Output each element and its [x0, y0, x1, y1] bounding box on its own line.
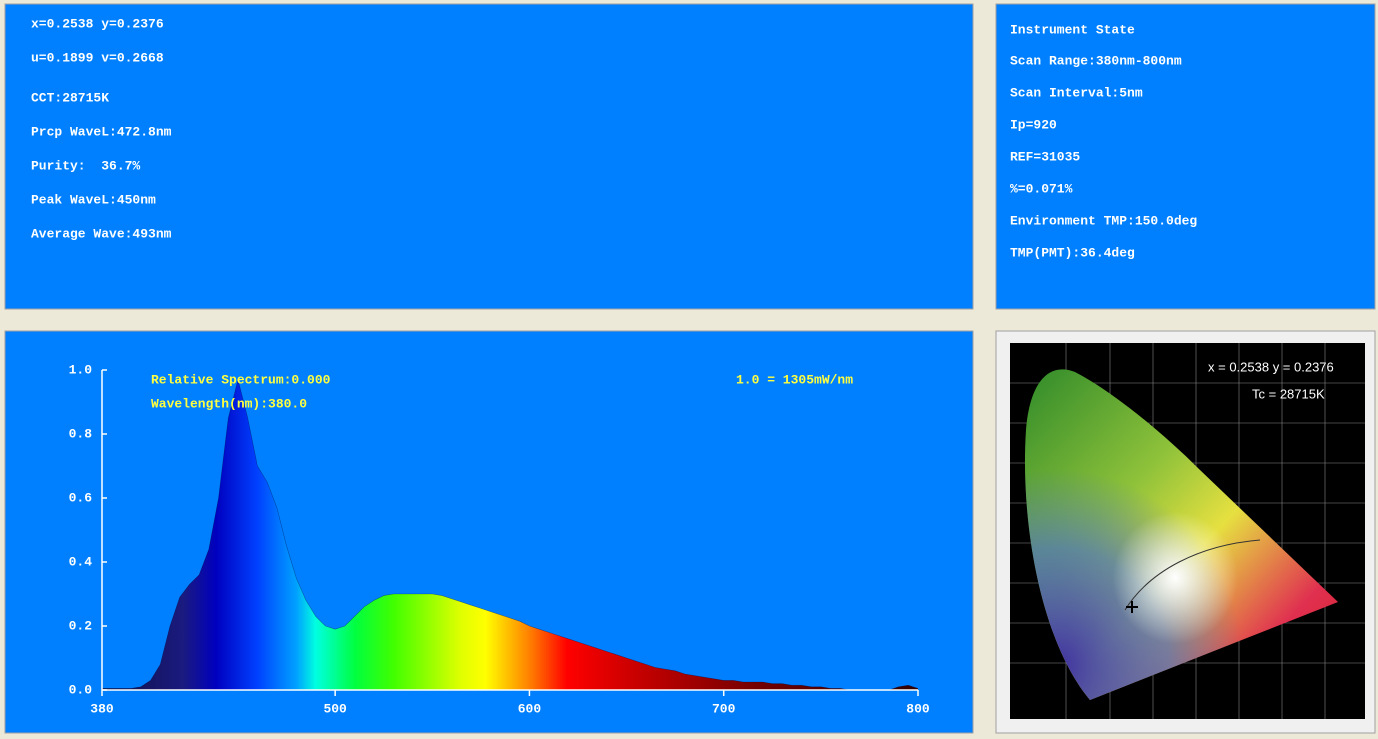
y-tick-label: 1.0: [69, 362, 93, 377]
info-line: Prcp WaveL:472.8nm: [31, 124, 172, 139]
spectrum-fill: [102, 379, 918, 690]
planck-locus: [1124, 539, 1261, 611]
annotation: 1.0 = 1305mW/nm: [736, 372, 853, 387]
info-line: Average Wave:493nm: [31, 226, 172, 241]
instrument-line: Scan Interval:5nm: [1010, 85, 1143, 100]
instrument-line: Ip=920: [1010, 117, 1057, 132]
info-lines: x=0.2538 y=0.2376 u=0.1899 v=0.2668 CCT:28…: [31, 16, 172, 241]
y-tick-label: 0.0: [69, 682, 93, 697]
spectrum-chart: 0.0 0.2 0.4 0.6 0.8 1.0 380 500 600 700 800: [69, 362, 930, 716]
annotation: Wavelength(nm):380.0: [151, 396, 307, 411]
annotation: Relative Spectrum:0.000: [151, 372, 331, 387]
instrument-line: REF=31035: [1010, 149, 1080, 164]
cie-diagram: x = 0.2538 y = 0.2376 Tc = 28715K: [1010, 343, 1365, 719]
info-panel: [4, 3, 974, 310]
y-tick-label: 0.8: [69, 426, 93, 441]
info-line: CCT:28715K: [31, 90, 109, 105]
instrument-panel: [995, 3, 1376, 310]
info-line: x=0.2538 y=0.2376: [31, 16, 164, 31]
instrument-line: Environment TMP:150.0deg: [1010, 213, 1197, 228]
instrument-title: Instrument State: [1010, 22, 1135, 37]
spectrum-line: [102, 379, 919, 691]
y-tick-label: 0.2: [69, 618, 93, 633]
x-tick-label: 700: [712, 701, 736, 716]
cie-coordinates: x = 0.2538 y = 0.2376: [1208, 359, 1334, 374]
info-line: u=0.1899 v=0.2668: [31, 50, 164, 65]
x-tick-label: 600: [518, 701, 542, 716]
instrument-line: TMP(PMT):36.4deg: [1010, 245, 1135, 260]
x-tick-label: 380: [90, 701, 114, 716]
x-tick-label: 800: [906, 701, 930, 716]
cie-white: [1024, 369, 1338, 700]
instrument-lines: Scan Range:380nm-800nm Scan Interval:5nm I…: [1010, 53, 1197, 260]
instrument-line: Scan Range:380nm-800nm: [1010, 53, 1182, 68]
cie-temperature: Tc = 28715K: [1252, 386, 1325, 401]
y-tick-label: 0.6: [69, 490, 93, 505]
instrument-line: %=0.071%: [1010, 181, 1073, 196]
cie-marker: [1126, 601, 1138, 613]
y-tick-label: 0.4: [69, 554, 93, 569]
info-line: Peak WaveL:450nm: [31, 192, 156, 207]
x-tick-label: 500: [323, 701, 347, 716]
info-line: Purity: 36.7%: [31, 158, 140, 173]
